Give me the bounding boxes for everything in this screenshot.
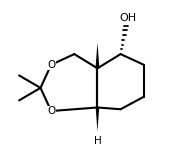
Polygon shape xyxy=(95,43,99,68)
Polygon shape xyxy=(96,107,99,131)
Text: OH: OH xyxy=(119,13,136,24)
Text: H: H xyxy=(94,136,101,146)
Text: O: O xyxy=(47,106,55,116)
Text: O: O xyxy=(47,60,55,70)
